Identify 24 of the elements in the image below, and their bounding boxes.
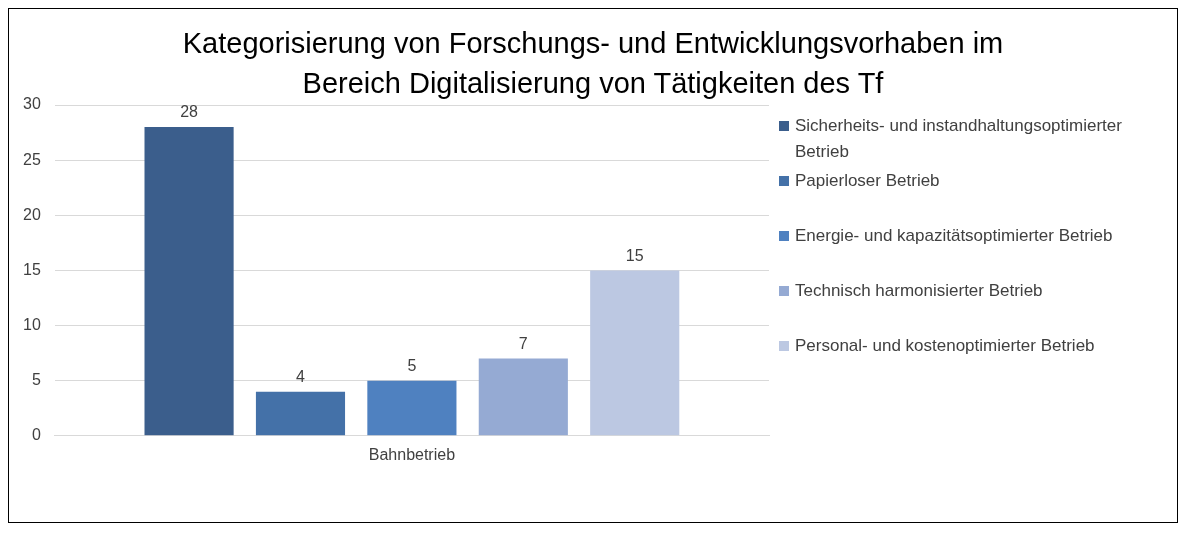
y-tick-label: 25 [23,150,41,168]
data-label: 7 [518,335,528,353]
chart-title: Kategorisierung von Forschungs- und Entwicklungsvorhaben im Bereich Digitalisierung von Tätigkeiten des Tf [181,26,1005,101]
y-tick-label: 0 [31,426,41,444]
data-label: 28 [180,103,199,121]
y-tick-label: 15 [23,260,41,278]
x-tick-label: Bahnbetrieb [368,445,456,463]
y-tick-label: 10 [23,315,41,333]
data-label: 5 [407,357,417,375]
legend-label: Technisch harmonisierter Betrieb [795,280,1043,302]
y-tick-label: 20 [23,205,41,223]
bar [590,270,680,436]
bar [144,127,234,436]
y-tick-label: 5 [31,371,41,389]
bar [367,380,457,436]
data-label: 15 [625,246,644,264]
data-label: 4 [296,368,306,386]
legend-label: Sicherheits- und instandhaltungsoptimierter Betrieb [795,115,1123,163]
bar [478,358,568,436]
legend-label: Energie- und kapazitätsoptimierter Betrieb [795,225,1113,247]
legend-label: Personal- und kostenoptimierter Betrieb [795,335,1095,357]
y-tick-label: 30 [23,95,41,113]
bar [255,391,346,436]
legend-label: Papierloser Betrieb [795,170,940,192]
